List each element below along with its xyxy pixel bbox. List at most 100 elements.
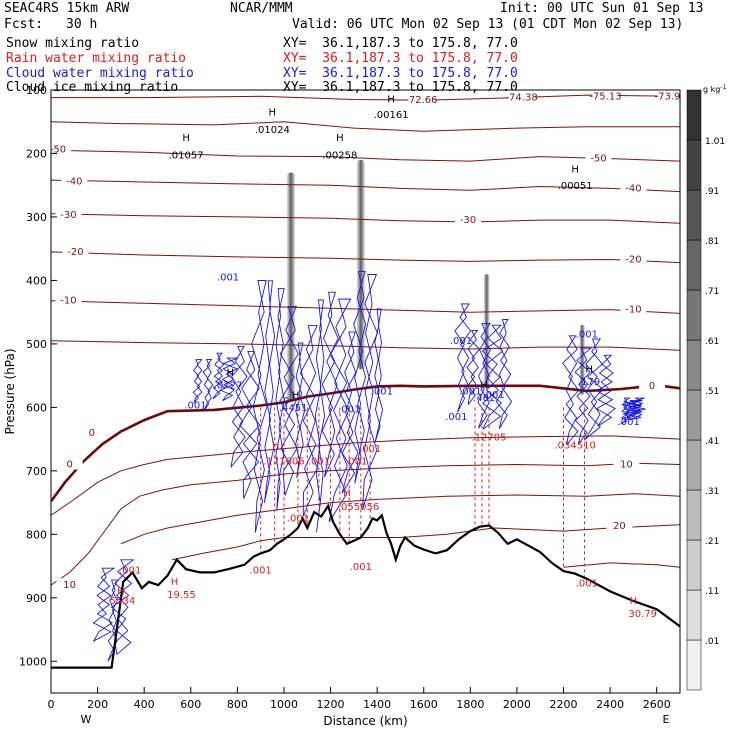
forecast-hours: 30 h [66,17,98,32]
annotation-6: H [387,95,395,106]
center-title: NCAR/MMM [230,1,293,16]
annotation-47: .001 [119,566,141,577]
isotherm-minus60 [51,121,680,132]
contour-label-bg-10 [592,90,619,102]
contour-label-bg-3 [62,244,89,257]
annotation-21: .001 [445,412,467,423]
contour-label-bg-0 [51,142,71,155]
isotherm-15 [120,493,680,545]
annotation-39: .001 [350,562,372,573]
colorbar-segment-11 [686,89,702,141]
x-tick-label-11: 2200 [550,698,578,711]
y-tick-label-7: 900 [26,592,47,605]
colorbar-label-2: .21 [705,537,719,547]
annotation-35: .001 [459,387,481,398]
x-axis-label: Distance (km) [323,714,407,728]
x-tick-label-0: 0 [48,698,55,711]
annotation-19: .001 [308,456,330,467]
annotation-20: .001 [287,514,309,525]
cloud-water-contour-0-1 [202,359,214,411]
snow-column-1 [356,159,366,370]
y-tick-label-2: 400 [26,274,47,287]
contour-label-2: -30 [60,210,76,221]
cloud-water-contour-1-8 [314,299,326,533]
cloud-water-contour-1-10 [328,298,352,523]
annotation-11: H [227,368,235,379]
contour-label-bg-17 [639,378,666,391]
colorbar-label-9: .91 [705,187,719,197]
x-tick-label-7: 1400 [363,698,391,711]
cloud-water-contour-2-1 [362,274,378,510]
forecast-label: Fcst: [4,17,44,32]
cloud-water-contour-2-0 [353,270,367,484]
cloud-water-contour-4-2 [584,338,604,440]
x-tick-label-2: 400 [134,698,155,711]
field-cloud-water-name: Cloud water mixing ratio [6,66,194,81]
contour-label-6: 0 [66,459,72,470]
annotation-41: H [171,577,179,588]
annotation-23: H [481,380,489,391]
isotherm-20 [171,524,680,561]
annotation-4: H [336,133,344,144]
y-tick-label-0: 200 [26,147,47,160]
contour-label-bg-2 [55,208,82,221]
contour-label-14: -30 [460,215,476,226]
contour-label-bg-8 [408,93,435,106]
cloud-water-contour-5-2 [627,397,646,421]
cloud-water-contour-0-0 [192,359,203,404]
field-rain-xy: XY= 36.1,187.3 to 175.8, 77.0 [283,51,518,66]
annotation-32: H [343,488,351,499]
valid-time: Valid: 06 UTC Mon 02 Sep 13 (01 CDT Mon … [292,17,684,32]
annotation-38: .001 [250,566,272,577]
contour-label-bg-18 [613,457,640,470]
annotation-29: H [272,441,280,452]
annotation-28: .001 [618,417,640,428]
colorbar-label-1: .11 [705,587,719,597]
cloud-water-contour-2-2 [374,308,384,443]
y-tick-label-3: 500 [26,338,47,351]
colorbar-label-5: .51 [705,387,719,397]
annotation-18: .001 [359,444,381,455]
contour-label-bg-14 [455,213,482,226]
contour-label-3: -20 [67,247,83,258]
contour-label-8: -72.66 [405,95,437,106]
x-tick-label-12: 2400 [596,698,624,711]
annotation-1: .01057 [169,151,204,162]
isotherm-10 [51,462,680,586]
contour-label-bg-1 [61,174,88,187]
annotation-14: H [292,390,300,401]
contour-label-bg-11 [657,90,680,102]
field-snow-name: Snow mixing ratio [6,36,140,51]
field-rain-name: Rain water mixing ratio [6,51,187,66]
contour-label-13: -40 [625,183,641,194]
colorbar-segment-8 [686,239,702,291]
field-cloud-ice-name: Cloud ice mixing ratio [6,80,179,95]
init-time: Init: 00 UTC Sun 01 Sep 13 [500,1,704,16]
colorbar-segment-1 [686,589,702,641]
annotation-42: 19.55 [167,590,196,601]
annotation-43: H [630,596,638,607]
colorbar-segment-6 [686,339,702,391]
y-tick-label-8: 1000 [19,655,47,668]
contour-label-bg-15 [620,252,647,265]
colorbar-label-4: .41 [705,437,719,447]
colorbar-label-8: .81 [705,237,719,247]
x-tick-label-5: 1000 [270,698,298,711]
contour-label-bg-6 [56,457,83,470]
y-tick-label-6: 800 [26,528,47,541]
cloud-water-contour-1-11 [341,331,359,494]
annotation-12: .0727 [214,380,243,391]
cloud-water-contour-1-5 [279,306,299,496]
colorbar-label-7: .71 [705,287,719,297]
annotation-34: .12705 [471,432,506,443]
colorbar-segment-4 [686,439,702,491]
isotherm-minus70 [51,94,680,101]
isotherm-25 [563,562,680,568]
colorbar-label-10: 1.01 [705,137,725,147]
contour-label-1: -40 [66,176,82,187]
contour-label-5: 0 [89,428,95,439]
annotation-33: .055056 [338,502,379,513]
contour-label-bg-4 [55,293,82,306]
plot-frame [50,89,681,694]
colorbar-label-3: .31 [705,487,719,497]
